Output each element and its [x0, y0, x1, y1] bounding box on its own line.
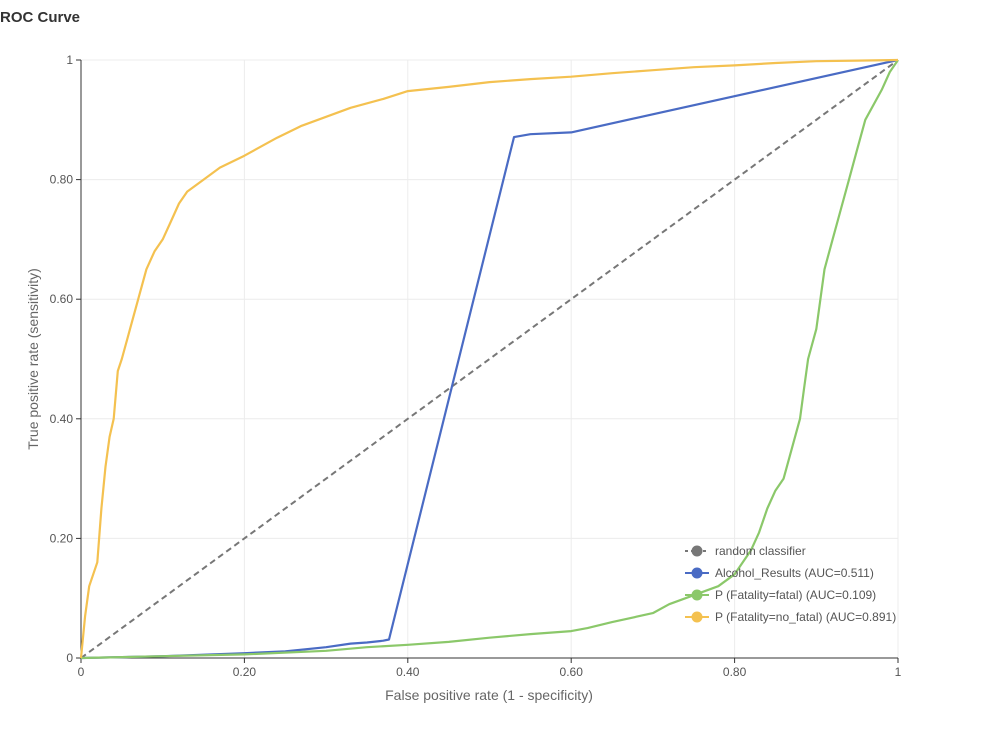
y-tick-label: 1	[66, 53, 73, 67]
grid	[80, 59, 899, 659]
series-line-0	[80, 59, 899, 659]
legend-marker	[691, 567, 703, 579]
legend-item-0: random classifier	[685, 544, 806, 558]
legend-item-1: Alcohol_Results (AUC=0.511)	[685, 566, 874, 580]
y-tick-label: 0.60	[50, 292, 74, 306]
series-line-3	[79, 58, 899, 659]
legend-label: P (Fatality=no_fatal) (AUC=0.891)	[715, 610, 896, 624]
y-tick-label: 0.80	[50, 173, 74, 187]
series-line-2	[80, 59, 899, 660]
x-tick-label: 0.20	[233, 665, 257, 679]
legend-marker	[691, 545, 703, 557]
legend-marker	[691, 589, 703, 601]
series-line-1	[80, 58, 899, 660]
y-tick-label: 0.20	[50, 531, 74, 545]
axes: 0 0.20 0.40 0.60 0.80 1 0 0.20 0.40 0.60 0.80 1	[50, 53, 902, 679]
y-tick-label: 0.40	[50, 412, 74, 426]
legend-label: Alcohol_Results (AUC=0.511)	[715, 566, 874, 580]
chart-title: ROC Curve	[0, 9, 81, 26]
legend-item-2: P (Fatality=fatal) (AUC=0.109)	[685, 588, 876, 602]
x-tick-label: 0.80	[723, 665, 747, 679]
legend-label: random classifier	[715, 544, 806, 558]
x-tick-label: 1	[895, 665, 902, 679]
legend-marker	[691, 611, 703, 623]
x-tick-label: 0.40	[396, 665, 420, 679]
y-axis-title: True positive rate (sensitivity)	[25, 268, 41, 450]
x-axis-title: False positive rate (1 - specificity)	[385, 687, 593, 703]
legend-label: P (Fatality=fatal) (AUC=0.109)	[715, 588, 876, 602]
y-tick-label: 0	[66, 651, 73, 665]
legend-item-3: P (Fatality=no_fatal) (AUC=0.891)	[685, 610, 896, 624]
x-tick-label: 0	[78, 665, 85, 679]
x-tick-label: 0.60	[560, 665, 584, 679]
legend: random classifier Alcohol_Results (AUC=0.…	[685, 544, 896, 624]
series-lines	[79, 58, 899, 660]
